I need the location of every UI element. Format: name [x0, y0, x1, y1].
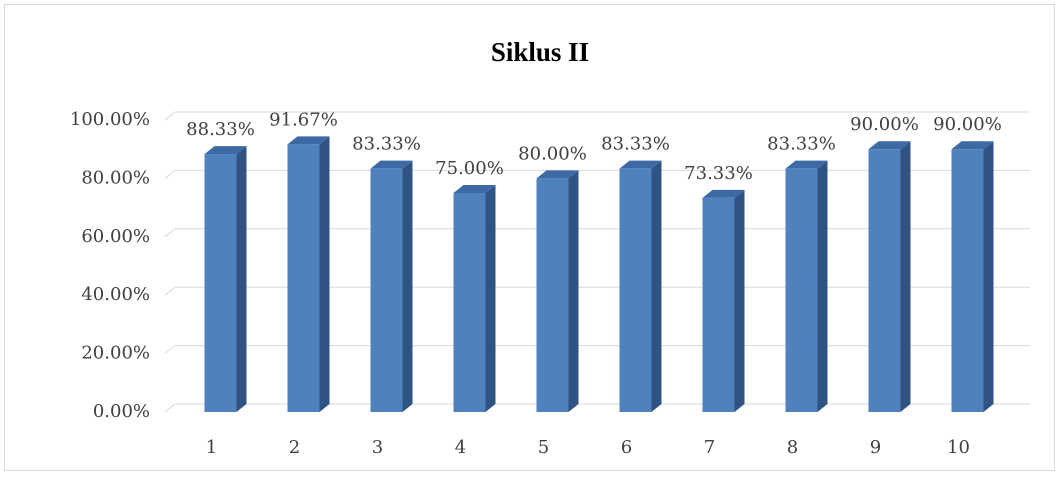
- y-tick-label: 40.00%: [81, 284, 150, 305]
- bar: [868, 141, 911, 412]
- chart-title: Siklus II: [491, 37, 589, 67]
- data-label: 90.00%: [850, 114, 919, 135]
- x-tick-label: 4: [455, 437, 466, 458]
- bar-top: [619, 160, 662, 169]
- bar-front: [204, 154, 237, 412]
- x-tick-label: 2: [289, 437, 300, 458]
- y-tick-label: 0.00%: [93, 401, 150, 422]
- bar: [370, 160, 413, 412]
- bar: [619, 160, 662, 412]
- y-tick-label: 80.00%: [81, 167, 150, 188]
- grid-line: [164, 286, 1030, 296]
- bar-side: [817, 160, 828, 412]
- y-tick-label: 60.00%: [81, 226, 150, 247]
- data-label: 73.33%: [684, 163, 753, 184]
- bar: [536, 170, 579, 412]
- bar-front: [370, 168, 403, 412]
- bar-top: [204, 146, 247, 155]
- y-tick-label: 100.00%: [70, 109, 150, 130]
- bar-front: [868, 149, 901, 412]
- x-tick-label: 9: [870, 437, 881, 458]
- bar-front: [287, 144, 320, 412]
- data-label: 91.67%: [269, 109, 338, 130]
- data-label: 88.33%: [186, 119, 255, 140]
- bar-front: [785, 168, 818, 412]
- data-label: 80.00%: [518, 143, 587, 164]
- y-tick-label: 20.00%: [81, 343, 150, 364]
- x-tick-label: 3: [372, 437, 383, 458]
- bar-front: [453, 193, 486, 412]
- bar-top: [868, 141, 911, 150]
- bar-side: [568, 170, 579, 412]
- bar-side: [402, 160, 413, 412]
- bar-top: [785, 160, 828, 169]
- x-tick-label: 6: [621, 437, 632, 458]
- bar-top: [453, 185, 496, 193]
- bar-top: [370, 160, 413, 169]
- x-tick-label: 5: [538, 437, 549, 458]
- bar-side: [485, 185, 496, 412]
- bar-side: [236, 146, 247, 412]
- bar-top: [536, 170, 579, 179]
- bar-side: [651, 160, 662, 412]
- x-tick-label: 10: [947, 437, 970, 458]
- grid-line: [164, 111, 1030, 121]
- bar-front: [536, 178, 569, 412]
- bar-front: [619, 168, 652, 412]
- x-tick-label: 1: [206, 437, 217, 458]
- bar-side: [900, 141, 911, 412]
- data-label: 83.33%: [601, 134, 670, 155]
- data-label: 83.33%: [352, 134, 421, 155]
- bar: [785, 160, 828, 412]
- grid-line: [164, 345, 1030, 354]
- grid-line: [164, 169, 1030, 179]
- bar-top: [702, 189, 745, 198]
- data-label: 90.00%: [933, 114, 1002, 135]
- grid-line: [164, 228, 1030, 238]
- bar-side: [734, 189, 745, 412]
- bar: [287, 136, 330, 412]
- bar-side: [319, 136, 330, 412]
- bar-front: [702, 197, 735, 412]
- grid-line: [164, 403, 1030, 413]
- bar: [702, 189, 745, 412]
- bar-front: [951, 149, 984, 412]
- bar: [453, 185, 496, 412]
- data-label: 75.00%: [435, 158, 504, 179]
- x-tick-label: 8: [787, 437, 798, 458]
- bar-side: [983, 141, 994, 412]
- x-tick-label: 7: [704, 437, 715, 458]
- bar: [204, 146, 247, 412]
- data-label: 83.33%: [767, 134, 836, 155]
- bar-top: [951, 141, 994, 150]
- bar: [951, 141, 994, 412]
- bar-top: [287, 136, 330, 145]
